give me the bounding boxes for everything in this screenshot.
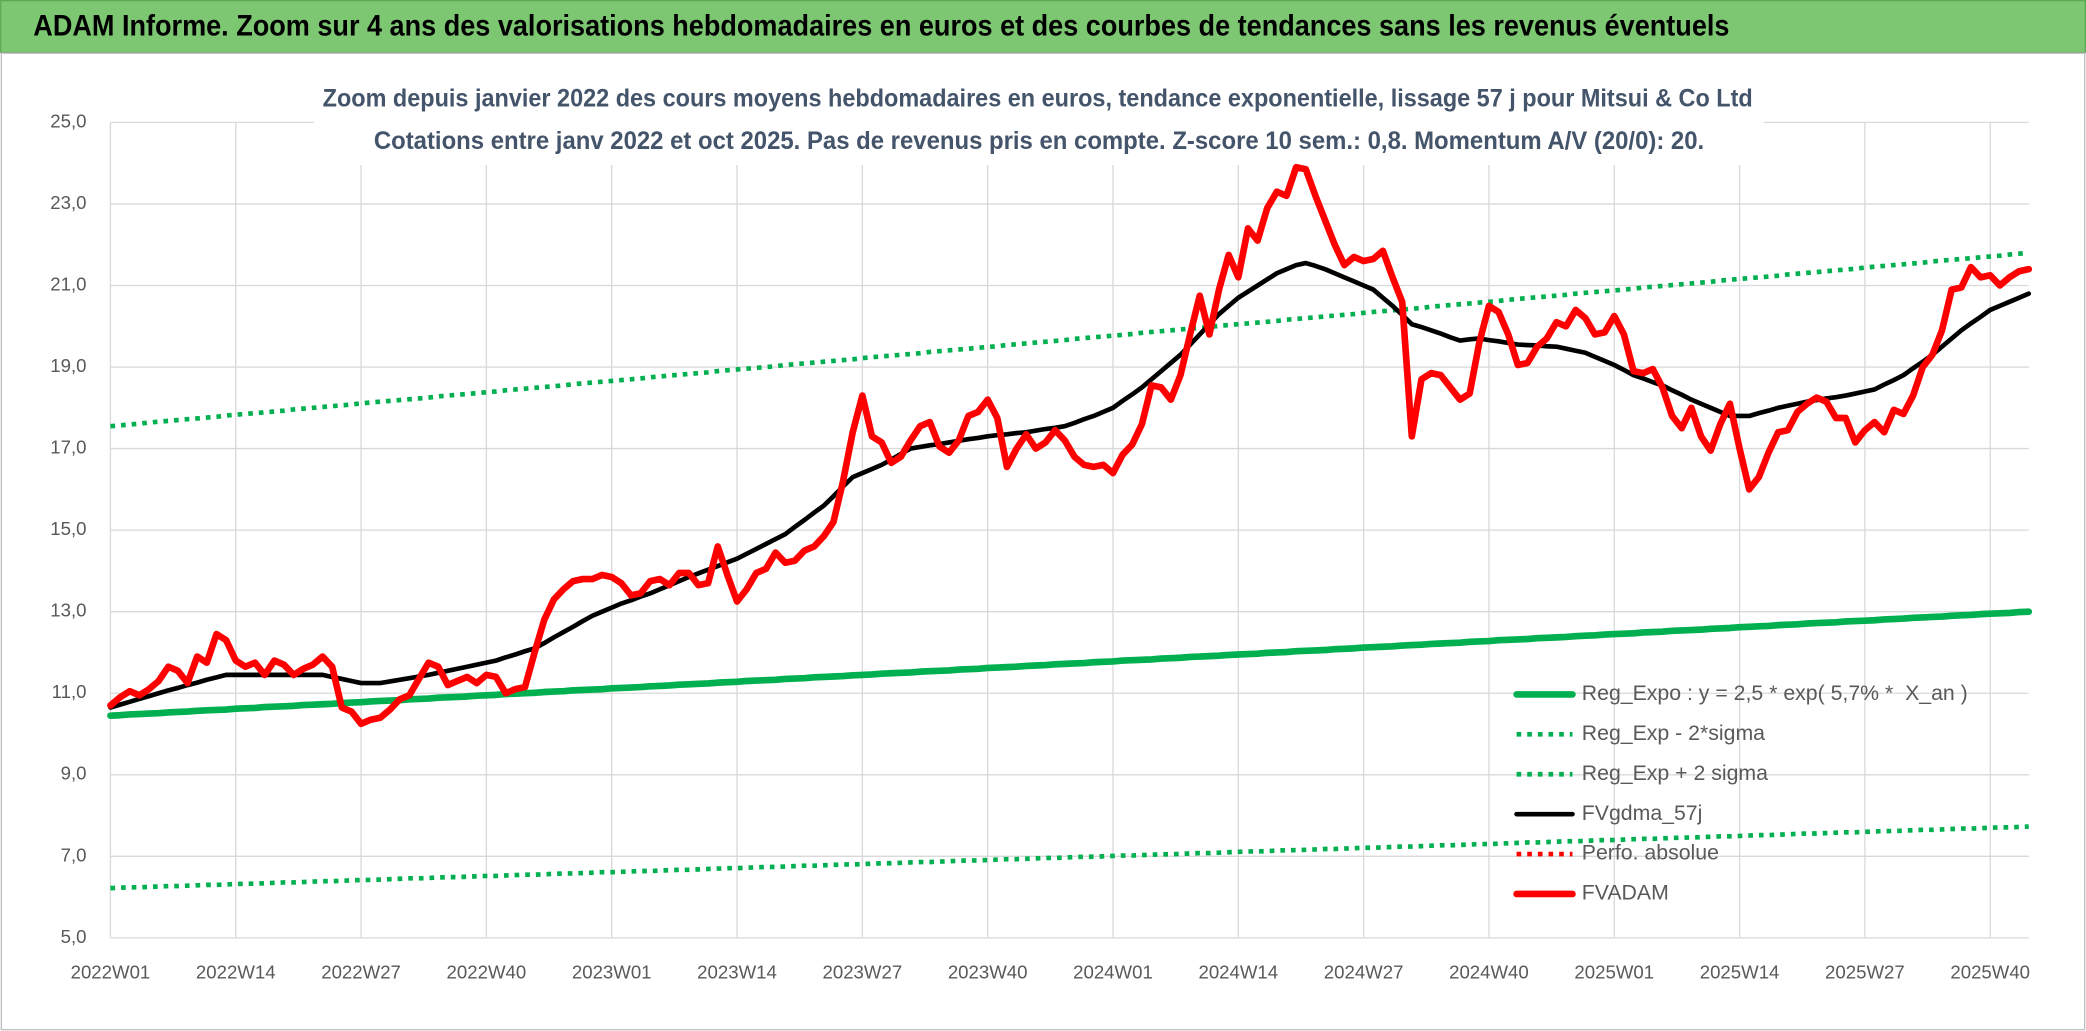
- y-tick-label: 5,0: [61, 926, 87, 947]
- x-tick-label: 2025W14: [1700, 962, 1780, 983]
- chart-border: [0, 52, 2086, 1031]
- y-tick-label: 23,0: [50, 192, 86, 213]
- y-tick-label: 25,0: [50, 110, 86, 131]
- y-tick-label: 7,0: [61, 844, 87, 865]
- series-line: [107, 608, 2033, 719]
- x-tick-label: 2024W40: [1449, 962, 1529, 983]
- legend-label: Perfo. absolue: [1582, 841, 1719, 865]
- x-tick-label: 2022W40: [447, 962, 527, 983]
- series-line: [110, 250, 2029, 429]
- legend-label: Reg_Exp - 2*sigma: [1582, 721, 1765, 745]
- y-tick-label: 9,0: [61, 763, 87, 784]
- header-title: ADAM Informe. Zoom sur 4 ans des valoris…: [33, 11, 1729, 43]
- x-tick-label: 2023W14: [697, 962, 777, 983]
- x-tick-label: 2025W27: [1825, 962, 1905, 983]
- x-tick-label: 2024W27: [1324, 962, 1404, 983]
- grid: 5,0 7,0 9,0 11,0 13,0 15,0 17,0 19,0 21,0 23,0 25,…: [50, 110, 2030, 982]
- x-tick-label: 2022W14: [196, 962, 276, 983]
- x-tick-label: 2024W01: [1073, 962, 1153, 983]
- legend-label: Reg_Expo : y = 2,5 * exp( 5,7% * X_an ): [1582, 681, 1968, 705]
- y-tick-label: 15,0: [50, 518, 86, 539]
- chart-subtitle: Cotations entre janv 2022 et oct 2025. P…: [374, 127, 1704, 155]
- x-tick-label: 2025W01: [1574, 962, 1654, 983]
- y-tick-label: 21,0: [50, 273, 86, 294]
- series-line: [108, 260, 2032, 710]
- legend-label: FVgdma_57j: [1582, 801, 1703, 825]
- header-bar: [0, 0, 2086, 54]
- y-tick-label: 19,0: [50, 355, 86, 376]
- series-lines: [107, 163, 2033, 891]
- y-tick-label: 17,0: [50, 437, 86, 458]
- chart-title: Zoom depuis janvier 2022 des cours moyen…: [323, 84, 1753, 112]
- x-tick-label: 2024W14: [1198, 962, 1278, 983]
- x-tick-label: 2025W40: [1950, 962, 2030, 983]
- x-tick-label: 2023W27: [823, 962, 903, 983]
- x-tick-label: 2022W27: [321, 962, 401, 983]
- title-background: [313, 77, 1765, 165]
- y-tick-label: 11,0: [52, 681, 87, 702]
- legend-label: FVADAM: [1582, 881, 1669, 905]
- series-line: [110, 824, 2029, 891]
- legend-label: Reg_Exp + 2 sigma: [1582, 761, 1768, 785]
- x-tick-label: 2023W40: [948, 962, 1028, 983]
- y-tick-label: 13,0: [50, 600, 86, 621]
- legend: Reg_Expo : y = 2,5 * exp( 5,7% * X_an ) R…: [1513, 681, 1968, 905]
- x-tick-label: 2022W01: [71, 962, 151, 983]
- series-line: [107, 163, 2033, 728]
- x-tick-label: 2023W01: [572, 962, 652, 983]
